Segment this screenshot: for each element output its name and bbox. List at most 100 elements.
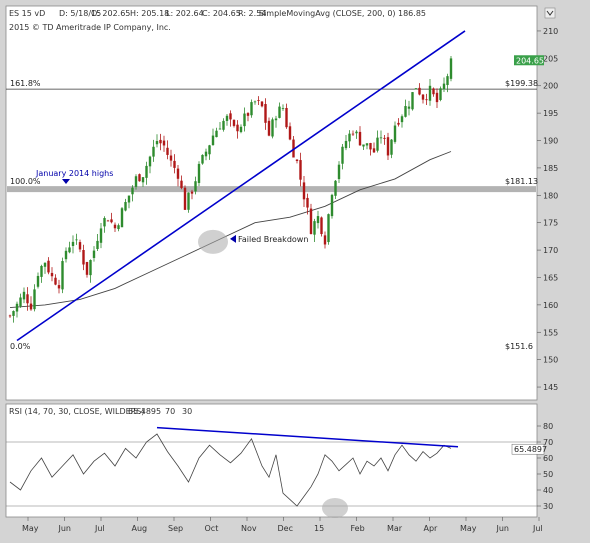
candle-up bbox=[127, 195, 131, 203]
candle-down bbox=[372, 148, 376, 153]
fib-0-label: 0.0% bbox=[10, 342, 31, 351]
candle-up bbox=[337, 164, 341, 180]
symbol-label[interactable]: ES 15 vD bbox=[9, 9, 45, 18]
candle-down bbox=[246, 113, 250, 116]
candle-up bbox=[201, 154, 204, 164]
candle-down bbox=[257, 100, 260, 101]
collapse-icon[interactable] bbox=[544, 7, 556, 19]
candle-up bbox=[253, 101, 257, 103]
x-tick-label: Jun bbox=[496, 524, 510, 533]
candle-up bbox=[390, 139, 393, 155]
candle-up bbox=[208, 145, 211, 155]
rsi-value: 65.4895 bbox=[128, 407, 161, 416]
candle-down bbox=[421, 94, 425, 100]
candle-down bbox=[232, 119, 236, 126]
candle-up bbox=[428, 85, 432, 101]
candle-down bbox=[162, 140, 166, 146]
rsi-label[interactable]: RSI (14, 70, 30, CLOSE, WILDERS) bbox=[9, 407, 144, 416]
jan-highs-arrow-icon bbox=[62, 179, 70, 184]
date-label: D: 5/18/15 bbox=[59, 9, 101, 18]
candle-up bbox=[19, 297, 22, 307]
x-tick-label: Aug bbox=[132, 524, 148, 533]
rsi-header: RSI (14, 70, 30, CLOSE, WILDERS) 65.4895… bbox=[9, 407, 192, 416]
rsi-y-tick-label: 40 bbox=[543, 486, 553, 495]
candle-up bbox=[152, 146, 155, 157]
candle-up bbox=[22, 291, 26, 300]
candle-up bbox=[15, 303, 19, 312]
candle-up bbox=[250, 102, 253, 116]
rsi-y-tick-label: 50 bbox=[543, 470, 553, 479]
price-y-axis: 145 150 155 160 165 170 175 180 185 190 195 200 205 2… bbox=[537, 27, 558, 392]
candle-up bbox=[400, 116, 404, 123]
candle-up bbox=[446, 76, 449, 86]
candle-up bbox=[96, 240, 99, 250]
candle-down bbox=[306, 197, 309, 208]
sma-200-layer bbox=[9, 151, 452, 309]
candle-up bbox=[407, 106, 411, 109]
price-y-tick-label: 190 bbox=[543, 137, 558, 146]
candle-down bbox=[54, 277, 57, 285]
candle-up bbox=[33, 289, 36, 310]
candle-up bbox=[442, 83, 446, 90]
candle-up bbox=[131, 187, 134, 195]
candle-up bbox=[43, 262, 47, 267]
x-tick-label: Apr bbox=[424, 524, 439, 533]
rsi-oversold-ellipse bbox=[322, 498, 348, 518]
candle-up bbox=[134, 176, 138, 187]
x-tick-label: Jul bbox=[94, 524, 105, 533]
candle-down bbox=[383, 137, 386, 139]
copyright: 2015 © TD Ameritrade IP Company, Inc. bbox=[9, 23, 171, 32]
price-y-tick-label: 160 bbox=[543, 301, 558, 310]
candle-down bbox=[323, 235, 327, 245]
rsi-y-tick-label: 60 bbox=[543, 454, 553, 463]
x-tick-label: Nov bbox=[241, 524, 257, 533]
x-tick-label: Mar bbox=[387, 524, 403, 533]
candle-down bbox=[50, 272, 54, 277]
candle-up bbox=[36, 275, 40, 287]
candle-up bbox=[197, 163, 201, 183]
candle-down bbox=[159, 139, 162, 144]
candle-up bbox=[404, 106, 407, 117]
candle-up bbox=[362, 144, 365, 147]
price-y-tick-label: 185 bbox=[543, 164, 558, 173]
rsi-y-tick-label: 80 bbox=[543, 422, 553, 431]
candle-up bbox=[334, 180, 337, 196]
candle-up bbox=[148, 156, 152, 167]
candle-up bbox=[327, 214, 330, 243]
candle-up bbox=[92, 250, 96, 258]
candle-up bbox=[348, 133, 351, 142]
price-y-tick-label: 155 bbox=[543, 328, 558, 337]
rsi-last-box: 65.4897 bbox=[511, 443, 547, 455]
candle-down bbox=[418, 87, 421, 95]
candle-down bbox=[57, 285, 61, 289]
candle-up bbox=[117, 225, 120, 230]
candle-up bbox=[281, 108, 285, 109]
failed-breakdown-ellipse bbox=[198, 229, 228, 254]
candle-up bbox=[449, 58, 453, 79]
candle-down bbox=[176, 168, 180, 179]
candle-up bbox=[64, 250, 68, 260]
price-y-tick-label: 150 bbox=[543, 356, 558, 365]
candle-down bbox=[260, 101, 264, 107]
fib-161-value: $199.38 bbox=[505, 79, 538, 88]
candle-down bbox=[302, 182, 306, 200]
fib-100-label: 100.0% bbox=[10, 177, 41, 186]
rsi-y-axis: 30 40 50 60 70 80 bbox=[537, 422, 553, 511]
candle-up bbox=[40, 265, 43, 277]
candle-down bbox=[29, 303, 33, 310]
candle-down bbox=[26, 294, 29, 304]
x-tick-label: Jul bbox=[532, 524, 543, 533]
x-tick-label: Dec bbox=[278, 524, 293, 533]
candle-down bbox=[358, 131, 362, 146]
candle-down bbox=[386, 137, 390, 156]
candle-down bbox=[397, 122, 400, 125]
failed-breakdown-arrow-icon bbox=[230, 234, 236, 243]
candle-up bbox=[330, 194, 334, 217]
candle-up bbox=[379, 137, 383, 139]
candle-down bbox=[8, 315, 12, 317]
x-tick-label: Sep bbox=[168, 524, 183, 533]
candle-down bbox=[267, 120, 271, 136]
x-tick-label: Jun bbox=[58, 524, 72, 533]
study-label[interactable]: SimpleMovingAvg (CLOSE, 200, 0) bbox=[259, 9, 396, 18]
candle-up bbox=[274, 118, 278, 121]
